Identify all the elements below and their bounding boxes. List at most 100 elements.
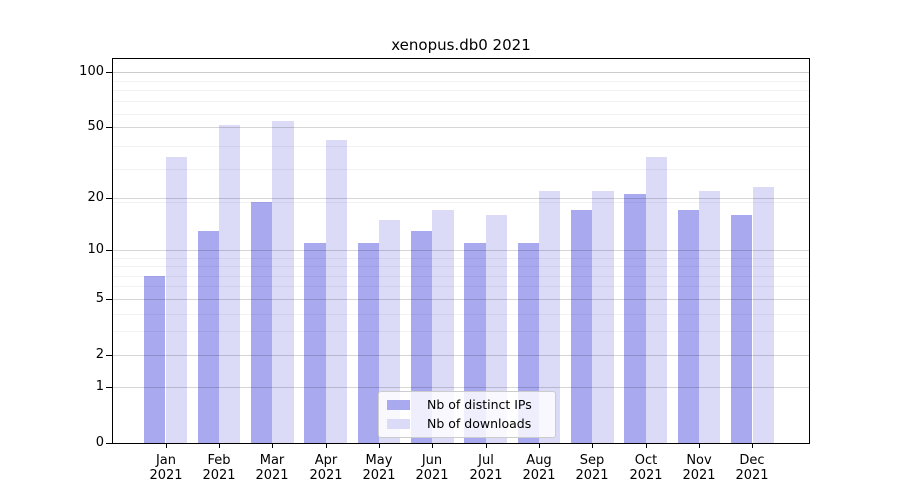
x-tick-label-dec-2021: Dec 2021 xyxy=(724,453,780,483)
x-tick-label-month: Dec xyxy=(739,453,765,468)
bar-ips-apr-2021 xyxy=(304,243,326,443)
bar-ips-mar-2021 xyxy=(250,201,273,443)
x-tick-label-mar-2021: Mar 2021 xyxy=(244,453,300,483)
x-tick-label-year: 2021 xyxy=(309,468,343,483)
y-gridline-minor xyxy=(113,146,809,148)
x-tick-label-apr-2021: Apr 2021 xyxy=(298,453,354,483)
x-tick-mark-feb-2021 xyxy=(219,444,220,448)
x-tick-mark-jul-2021 xyxy=(486,444,487,448)
bar-downloads-aug-2021 xyxy=(539,190,561,443)
plot-area xyxy=(112,58,810,444)
x-tick-label-year: 2021 xyxy=(522,468,556,483)
y-tick-mark-1 xyxy=(106,387,112,388)
chart-title: xenopus.db0 2021 xyxy=(391,36,531,54)
y-gridline-minor xyxy=(113,286,809,288)
bar-downloads-jun-2021 xyxy=(432,210,454,443)
x-tick-label-month: Aug xyxy=(526,453,552,468)
legend-label-downloads: Nb of downloads xyxy=(427,416,532,431)
bar-ips-sep-2021 xyxy=(571,210,593,443)
bar-ips-may-2021 xyxy=(357,243,379,443)
x-tick-mark-sep-2021 xyxy=(592,444,593,448)
y-tick-mark-2 xyxy=(106,355,112,356)
y-gridline-minor xyxy=(113,313,809,315)
x-tick-label-month: Sep xyxy=(579,453,605,468)
x-tick-mark-dec-2021 xyxy=(752,444,753,448)
y-tick-label-50: 50 xyxy=(87,119,104,134)
bar-downloads-apr-2021 xyxy=(325,140,347,443)
x-tick-mark-nov-2021 xyxy=(699,444,700,448)
bar-downloads-feb-2021 xyxy=(218,125,241,443)
bar-downloads-jul-2021 xyxy=(485,215,508,443)
bar-downloads-mar-2021 xyxy=(272,120,294,443)
x-tick-mark-jun-2021 xyxy=(432,444,433,448)
y-gridline-minor xyxy=(113,266,809,268)
bar-ips-nov-2021 xyxy=(677,210,700,443)
y-gridline-minor xyxy=(113,275,809,277)
x-tick-label-month: Feb xyxy=(207,453,231,468)
x-tick-mark-apr-2021 xyxy=(326,444,327,448)
x-tick-label-month: Jun xyxy=(421,453,443,468)
x-tick-mark-aug-2021 xyxy=(539,444,540,448)
y-tick-mark-5 xyxy=(106,299,112,300)
x-tick-mark-may-2021 xyxy=(379,444,380,448)
y-gridline-minor xyxy=(113,201,809,203)
x-tick-label-year: 2021 xyxy=(149,468,183,483)
bar-ips-dec-2021 xyxy=(731,215,753,443)
legend-swatch-distinct-ips xyxy=(387,400,410,410)
bar-ips-jan-2021 xyxy=(144,275,166,443)
y-gridline-10 xyxy=(113,250,809,251)
y-gridline-50 xyxy=(113,126,809,128)
y-gridline-100 xyxy=(113,71,809,73)
y-tick-label-10: 10 xyxy=(87,242,104,257)
x-tick-label-nov-2021: Nov 2021 xyxy=(671,453,727,483)
y-tick-mark-50 xyxy=(106,127,112,128)
x-tick-mark-oct-2021 xyxy=(646,444,647,448)
bar-downloads-jan-2021 xyxy=(165,156,187,443)
legend-label-distinct-ips: Nb of distinct IPs xyxy=(427,397,532,412)
y-tick-label-1: 1 xyxy=(95,379,104,394)
x-tick-label-month: Jan xyxy=(155,453,177,468)
x-tick-label-year: 2021 xyxy=(575,468,609,483)
legend-swatch-downloads xyxy=(387,419,410,429)
bar-ips-oct-2021 xyxy=(624,194,646,443)
y-tick-label-5: 5 xyxy=(95,291,104,306)
y-gridline-minor xyxy=(113,72,809,74)
x-tick-label-year: 2021 xyxy=(415,468,449,483)
x-tick-label-jul-2021: Jul 2021 xyxy=(458,453,514,483)
y-tick-mark-10 xyxy=(106,250,112,251)
x-tick-label-month: Oct xyxy=(634,453,658,468)
x-tick-label-jan-2021: Jan 2021 xyxy=(138,453,194,483)
bar-downloads-dec-2021 xyxy=(752,187,774,443)
legend-item-downloads: Nb of downloads xyxy=(387,417,547,431)
legend: Nb of distinct IPs Nb of downloads xyxy=(378,391,556,438)
x-tick-label-year: 2021 xyxy=(202,468,236,483)
bar-ips-feb-2021 xyxy=(197,230,219,443)
bar-ips-jun-2021 xyxy=(410,230,433,443)
y-gridline-20 xyxy=(113,198,809,199)
y-gridline-minor xyxy=(113,101,809,103)
y-tick-label-20: 20 xyxy=(87,190,104,205)
y-gridline-minor xyxy=(113,331,809,333)
x-tick-label-sep-2021: Sep 2021 xyxy=(564,453,620,483)
y-gridline-1 xyxy=(113,387,809,389)
y-gridline-minor xyxy=(113,80,809,82)
bar-downloads-may-2021 xyxy=(378,219,401,443)
x-tick-label-month: Mar xyxy=(259,453,285,468)
x-tick-label-month: May xyxy=(365,453,393,468)
x-tick-label-feb-2021: Feb 2021 xyxy=(191,453,247,483)
x-tick-label-may-2021: May 2021 xyxy=(351,453,407,483)
x-tick-label-year: 2021 xyxy=(735,468,769,483)
y-tick-label-0: 0 xyxy=(95,435,104,450)
y-gridline-2 xyxy=(113,354,809,356)
x-tick-mark-mar-2021 xyxy=(272,444,273,448)
bar-downloads-nov-2021 xyxy=(699,190,721,443)
y-tick-mark-0 xyxy=(106,443,112,444)
y-tick-mark-100 xyxy=(106,72,112,73)
x-tick-label-year: 2021 xyxy=(362,468,396,483)
x-tick-label-jun-2021: Jun 2021 xyxy=(404,453,460,483)
y-tick-label-100: 100 xyxy=(79,64,104,79)
x-tick-label-month: Jul xyxy=(478,453,494,468)
y-gridline-minor xyxy=(113,257,809,259)
y-tick-mark-20 xyxy=(106,198,112,199)
x-tick-mark-jan-2021 xyxy=(166,444,167,448)
